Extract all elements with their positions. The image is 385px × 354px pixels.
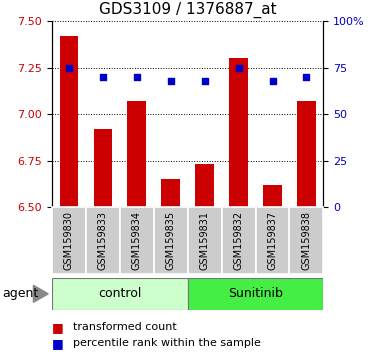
Bar <box>263 185 282 207</box>
Text: control: control <box>98 287 142 300</box>
Bar <box>154 207 187 274</box>
Text: GSM159835: GSM159835 <box>166 211 176 270</box>
Text: transformed count: transformed count <box>73 322 177 332</box>
Point <box>66 65 72 70</box>
Point <box>303 74 310 80</box>
Bar <box>60 36 78 207</box>
Point <box>202 78 208 84</box>
Bar <box>229 58 248 207</box>
Text: GSM159833: GSM159833 <box>98 211 108 270</box>
Bar <box>52 207 86 274</box>
Text: agent: agent <box>2 287 38 300</box>
Bar <box>52 278 188 310</box>
Text: GSM159832: GSM159832 <box>234 211 244 270</box>
Point <box>167 78 174 84</box>
Bar <box>222 207 256 274</box>
Bar <box>290 207 323 274</box>
Bar <box>161 179 180 207</box>
Bar <box>256 207 290 274</box>
Text: GSM159831: GSM159831 <box>200 211 210 270</box>
Text: GSM159838: GSM159838 <box>301 211 311 270</box>
Text: Sunitinib: Sunitinib <box>228 287 283 300</box>
Text: GSM159830: GSM159830 <box>64 211 74 270</box>
Point <box>134 74 140 80</box>
Bar <box>127 101 146 207</box>
Polygon shape <box>33 285 48 302</box>
Text: percentile rank within the sample: percentile rank within the sample <box>73 338 261 348</box>
Bar <box>188 278 323 310</box>
Bar <box>195 164 214 207</box>
Bar <box>94 129 112 207</box>
Bar <box>188 207 222 274</box>
Bar <box>297 101 316 207</box>
Point <box>270 78 276 84</box>
Text: GSM159834: GSM159834 <box>132 211 142 270</box>
Bar <box>120 207 154 274</box>
Title: GDS3109 / 1376887_at: GDS3109 / 1376887_at <box>99 2 276 18</box>
Point <box>100 74 106 80</box>
Text: GSM159837: GSM159837 <box>268 211 278 270</box>
Text: ■: ■ <box>52 321 64 334</box>
Text: ■: ■ <box>52 337 64 350</box>
Bar <box>86 207 120 274</box>
Point <box>236 65 242 70</box>
